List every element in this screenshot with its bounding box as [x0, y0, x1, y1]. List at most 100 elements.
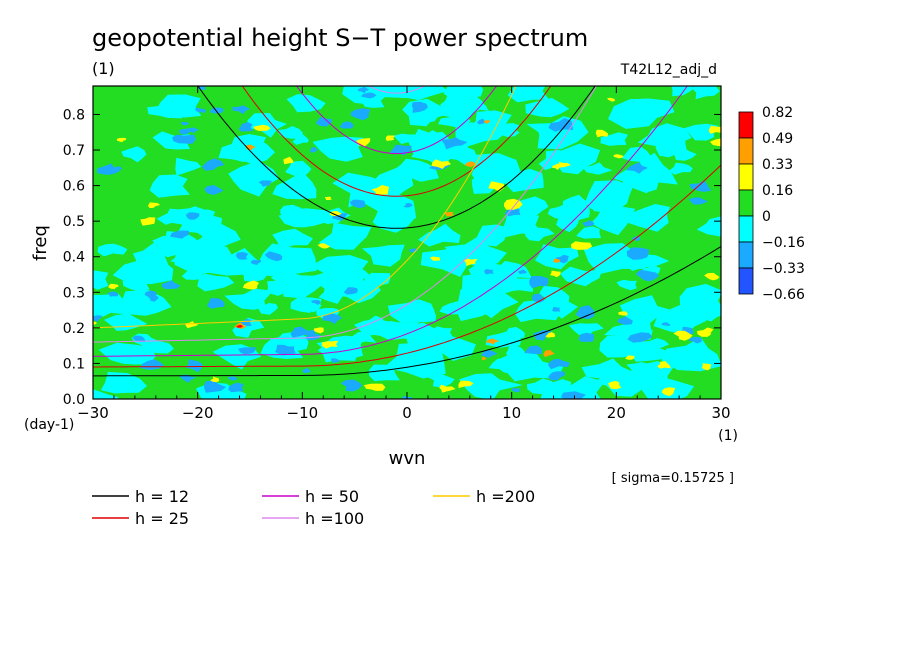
colorbar-swatch	[738, 111, 754, 139]
field-patch-cyan	[622, 146, 654, 163]
field-patch-yellow	[607, 97, 615, 102]
field-patch-blue	[533, 330, 551, 341]
field-patch-blue	[689, 336, 702, 344]
field-patch-yellow	[439, 384, 456, 393]
field-patch-cyan	[152, 231, 208, 258]
x-axis-unit: (1)	[718, 428, 738, 444]
field-patch-cyan	[608, 98, 675, 129]
field-patch-cyan	[228, 160, 280, 197]
field-patch-orange	[464, 161, 476, 168]
axes: −30 −20 −10 0 10 20 30 0.0 0.1 0.2 0.3 0.4 0.5 0.6 0.7…	[63, 86, 731, 422]
y-tick-label: 0.6	[63, 179, 85, 195]
field-patch-blue	[161, 280, 181, 290]
field-patch-yellow	[608, 380, 622, 390]
field-patch-blue	[97, 163, 121, 175]
field-patch-cyan	[507, 86, 550, 103]
y-tick-label: 0.5	[63, 214, 85, 230]
field-patch-blue	[411, 101, 428, 113]
field-patch-yellow	[458, 380, 474, 389]
field-patch-blue	[185, 127, 200, 134]
field-patch-yellow	[363, 383, 386, 391]
field-patch-blue	[403, 203, 413, 208]
colorbar-label: 0.82	[762, 105, 793, 121]
field-patch-cyan	[619, 295, 675, 325]
legend-label: h = 25	[135, 509, 189, 528]
field-patch-yellow	[661, 387, 676, 397]
field-patch-blue	[290, 326, 312, 338]
field-patch-blue	[350, 108, 371, 121]
chart-title: geopotential height S−T power spectrum	[92, 24, 588, 52]
curve-high-25	[241, 86, 552, 197]
field-patch-yellow	[709, 138, 721, 147]
field-patch-blue	[339, 121, 354, 129]
field-patch-cyan	[175, 157, 202, 176]
field-patch-yellow	[657, 361, 671, 369]
x-tick-label: −20	[182, 404, 214, 422]
curve-low-200	[93, 86, 517, 329]
field-patch-blue	[480, 350, 498, 358]
field-patch-blue	[148, 295, 159, 302]
curve-low-100	[93, 86, 597, 343]
field-patch-blue	[548, 118, 573, 132]
field-patch-blue	[206, 298, 225, 309]
field-patch-blue	[304, 330, 317, 336]
field-patch-cyan	[389, 158, 439, 182]
field-patch-cyan	[141, 341, 174, 354]
dispersion-curves	[93, 86, 721, 377]
field-patch-cyan	[671, 86, 695, 97]
field-patch-cyan	[582, 162, 613, 175]
field-patch-blue	[232, 105, 251, 115]
field-patch-blue	[575, 305, 595, 320]
field-patch-cyan	[653, 301, 707, 336]
field-patch-cyan	[121, 146, 147, 163]
field-patch-yellow	[184, 321, 199, 329]
field-patch-cyan	[460, 287, 519, 319]
y-tick-label: 0.0	[63, 392, 85, 408]
field-patch-cyan	[629, 341, 667, 362]
curve-low-50	[93, 86, 688, 357]
field-patch-blue	[106, 291, 119, 297]
legend-label: h =200	[476, 487, 535, 506]
field-patch-blue	[194, 107, 206, 113]
field-patch-yellow	[618, 311, 628, 316]
field-patch-cyan	[190, 224, 241, 250]
field-patch-cyan	[383, 86, 449, 101]
x-tick-label: 10	[502, 404, 521, 422]
field-patch-blue	[578, 332, 594, 342]
field-patch-cyan	[149, 174, 190, 198]
field-patch-cyan	[286, 94, 326, 113]
field-patch-blue	[349, 199, 366, 209]
field-patch-cyan	[393, 133, 420, 145]
colorbar-label: 0	[762, 209, 771, 225]
field-patch-yellow	[242, 280, 260, 290]
field-patch-blue	[250, 259, 261, 265]
field-patch-cyan	[312, 136, 364, 162]
colorbar-label: 0.33	[762, 157, 793, 173]
field-patch-cyan	[122, 274, 150, 292]
field-patch-blue	[626, 162, 648, 174]
field-patch-cyan	[616, 279, 637, 291]
field-patch-yellow	[545, 332, 556, 338]
field-patch-cyan	[458, 373, 523, 399]
field-patch-yellow	[329, 211, 342, 217]
field-patch-blue	[617, 316, 633, 325]
field-patch-cyan	[568, 323, 604, 337]
field-patch-cyan	[488, 357, 524, 373]
field-patch-cyan	[181, 269, 204, 280]
field-patch-cyan	[270, 271, 325, 299]
field-patch-cyan	[412, 128, 449, 148]
field-patch-yellow	[696, 327, 714, 337]
curve-high-50	[295, 86, 498, 155]
field-patch-blue	[484, 269, 494, 275]
field-patch-cyan	[621, 204, 671, 232]
power-field	[93, 86, 721, 399]
chart-subtitle-right: T42L12_adj_d	[620, 62, 717, 78]
field-patch-cyan	[590, 205, 636, 236]
field-patch-cyan	[576, 226, 602, 239]
y-tick-label: 0.4	[63, 250, 85, 266]
x-tick-label: −30	[77, 404, 109, 422]
legend-label: h =100	[305, 509, 364, 528]
field-patch-blue	[476, 118, 486, 125]
field-patch-blue	[235, 252, 249, 260]
